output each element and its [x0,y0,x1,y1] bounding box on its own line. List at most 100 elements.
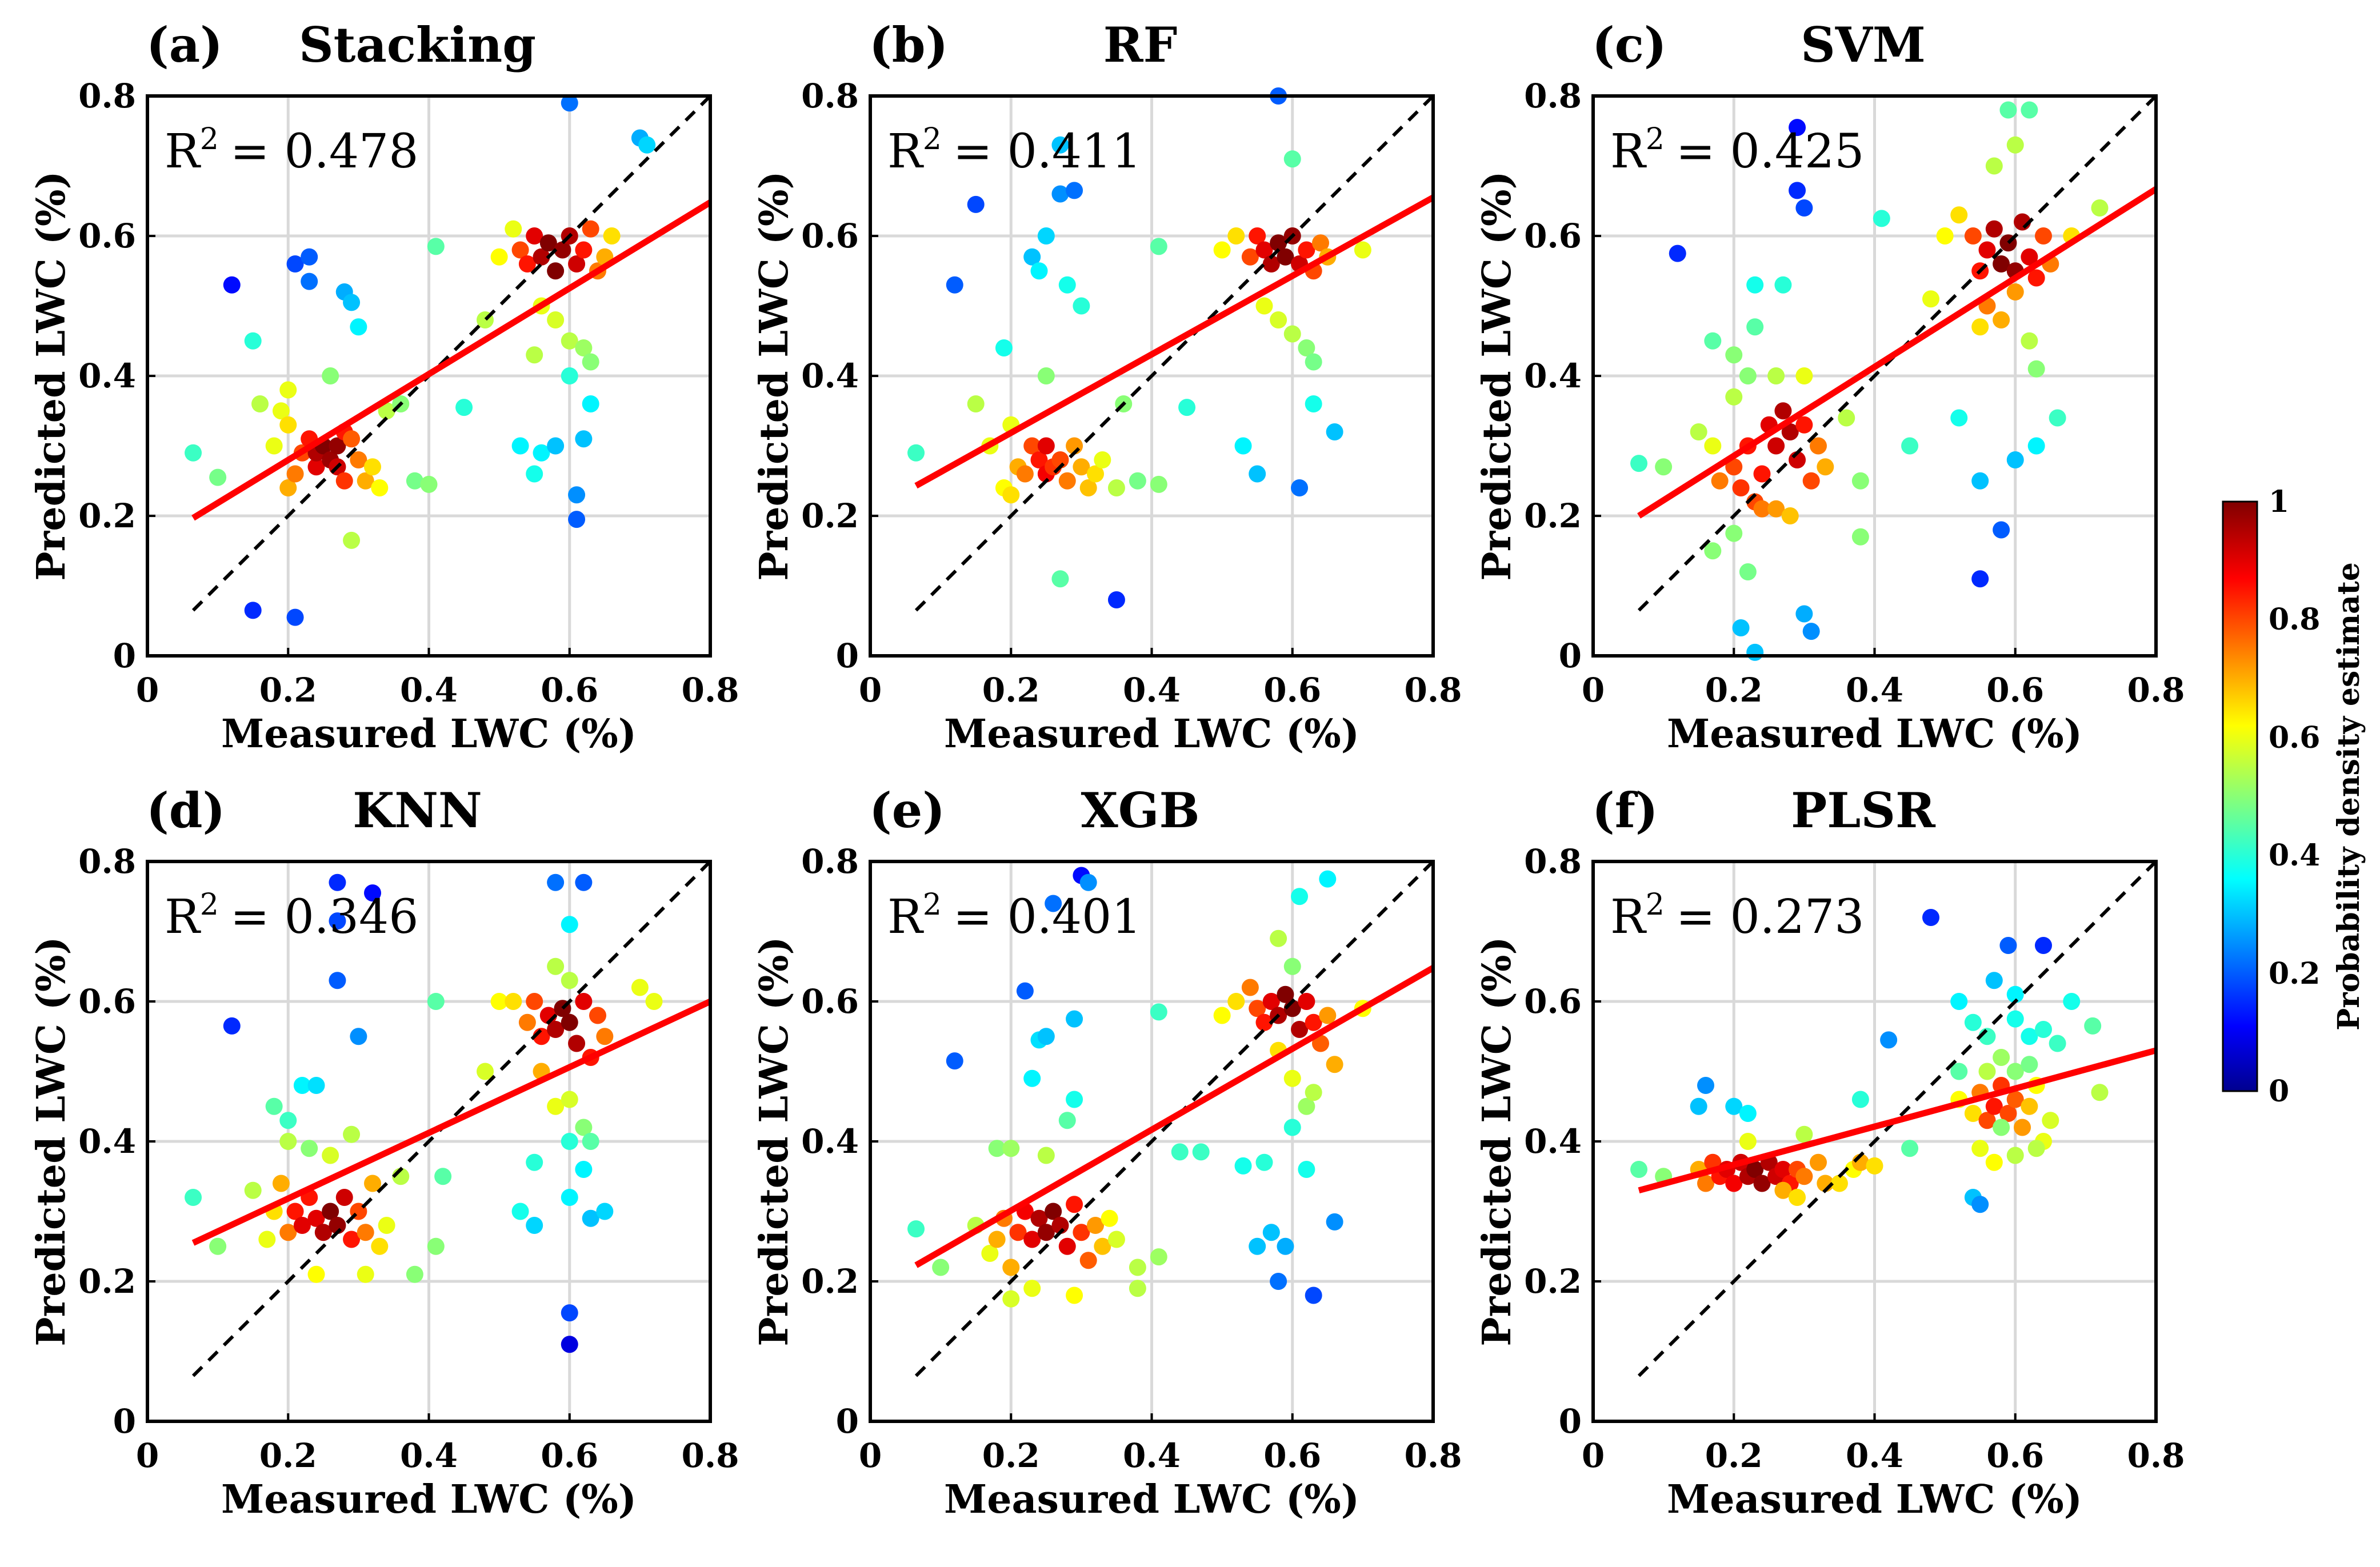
y-tick-label: 0 [113,1402,136,1441]
data-point [1993,255,2010,272]
data-point [1725,388,1743,406]
data-point [1262,1224,1280,1241]
data-point [490,248,508,266]
data-point [575,993,593,1010]
data-point [1985,972,2003,989]
data-point [350,451,367,468]
data-point [1241,979,1259,996]
data-point [1319,870,1337,888]
data-point [1051,1217,1069,1234]
data-point [279,416,297,434]
data-point [322,367,339,384]
data-point [2006,1063,2024,1080]
data-point [293,1077,311,1094]
data-point [1704,542,1722,560]
data-point [1950,1063,1968,1080]
data-point [1073,297,1090,315]
data-point [1802,472,1820,490]
data-point [2027,269,2045,287]
data-point [209,1237,227,1255]
data-point [2027,1140,2045,1157]
panel-label: (d) [146,782,225,839]
colorbar-tick-label: 0 [2269,1074,2289,1109]
data-point [1291,888,1309,905]
data-point [1795,416,1813,434]
panel-title: SVM [1801,17,1926,73]
data-point [1270,929,1287,947]
data-point [1255,297,1273,315]
data-point [329,437,346,455]
data-point [343,531,361,549]
y-tick-label: 0.2 [78,496,136,535]
data-point [1880,1031,1898,1049]
x-axis-label: Measured LWC (%) [1667,711,2082,757]
data-point [1655,458,1673,476]
data-point [1094,451,1111,468]
data-point [1993,1049,2010,1066]
data-point [1774,1181,1792,1199]
y-tick-label: 0.6 [78,217,136,255]
colorbar-gradient [2222,500,2258,1092]
y-axis-label: Predicted LWC (%) [1474,936,1520,1346]
data-point [1051,185,1069,203]
data-point [2084,1017,2102,1035]
data-point [568,486,586,504]
data-point [561,972,578,989]
data-point [1838,409,1855,427]
data-point [1023,1231,1041,1248]
data-point [575,1161,593,1178]
data-point [1795,1125,1813,1143]
data-point [1985,1153,2003,1171]
data-point [2006,283,2024,300]
data-point [582,353,599,371]
data-point [1326,423,1343,440]
colorbar: 0 0.2 0.4 0.6 0.8 1 Probability density … [2222,484,2366,1109]
y-tick-label: 0.6 [1524,982,1582,1021]
data-point [1150,238,1167,255]
data-point [1746,1161,1764,1178]
data-point [1993,1119,2010,1136]
r2-value: = 0.425 [1676,125,1865,179]
data-point [1971,1140,1989,1157]
data-point [1950,409,1968,427]
data-point [343,430,361,448]
data-point [357,1224,374,1241]
panel-label: (b) [869,17,948,73]
data-point [1234,437,1252,455]
data-point [1277,1237,1294,1255]
data-point [561,367,578,384]
data-point [547,1021,565,1038]
data-point [1291,1021,1309,1038]
r2-exponent: 2 [200,122,219,157]
data-point [1037,1028,1055,1045]
data-point [1051,570,1069,588]
y-tick-label: 0.4 [1524,1122,1582,1161]
data-point [1354,241,1371,259]
data-point [1023,248,1041,266]
data-point [1795,1168,1813,1185]
data-point [981,1245,999,1262]
y-tick-label: 0.4 [78,356,136,395]
data-point [1270,234,1287,252]
data-point [561,916,578,933]
data-point [1690,423,1707,440]
r2-value: = 0.346 [230,890,419,944]
data-point [1978,1112,1996,1129]
data-point [568,255,586,272]
x-tick-label: 0.6 [541,1436,598,1475]
data-point [2021,248,2038,266]
data-point [378,1217,395,1234]
data-point [1810,1153,1827,1171]
panel-label: (a) [146,17,223,73]
y-tick-label: 0.8 [801,842,859,881]
data-point [561,1304,578,1322]
data-point [1789,1189,1806,1206]
data-point [603,227,621,245]
data-point [511,437,529,455]
data-point [1767,367,1785,384]
data-point [1746,643,1764,661]
data-point [526,1217,543,1234]
x-tick-label: 0.2 [259,671,317,710]
data-point [1312,1035,1329,1052]
data-point [946,1052,963,1070]
